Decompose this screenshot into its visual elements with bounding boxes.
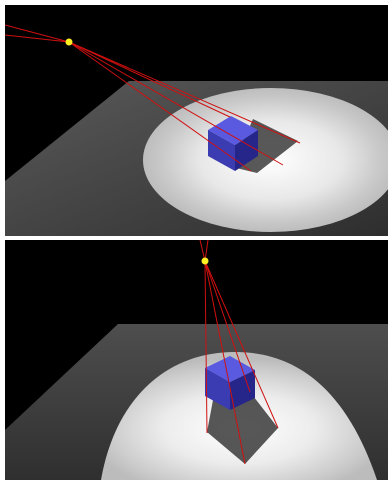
cube-shadow: [207, 392, 278, 464]
ray-back-2: [5, 34, 70, 43]
ray-2: [68, 41, 284, 166]
ray-3: [68, 41, 252, 172]
point-light: [201, 257, 209, 265]
scene-top: [5, 5, 388, 236]
ray-back-2: [204, 240, 209, 262]
ray-back-1: [199, 240, 206, 262]
ray-2: [204, 260, 246, 465]
light-rays: [5, 24, 301, 172]
cube-right-face: [230, 370, 255, 410]
ray-4: [68, 41, 231, 118]
render-panel-bottom: [5, 240, 388, 480]
scene-bottom: [5, 240, 388, 480]
cube-left-face: [205, 368, 230, 410]
point-light: [65, 38, 73, 46]
ray-4: [204, 260, 251, 393]
cube-top-face: [208, 116, 258, 145]
cube-right-face: [235, 130, 258, 171]
ray-back-1: [5, 24, 70, 43]
ray-1: [204, 260, 208, 434]
light-rays: [199, 240, 279, 465]
ray-1: [68, 41, 301, 144]
render-panel-top: [5, 5, 388, 236]
ray-3: [204, 260, 279, 429]
cube-top-face: [205, 356, 255, 382]
